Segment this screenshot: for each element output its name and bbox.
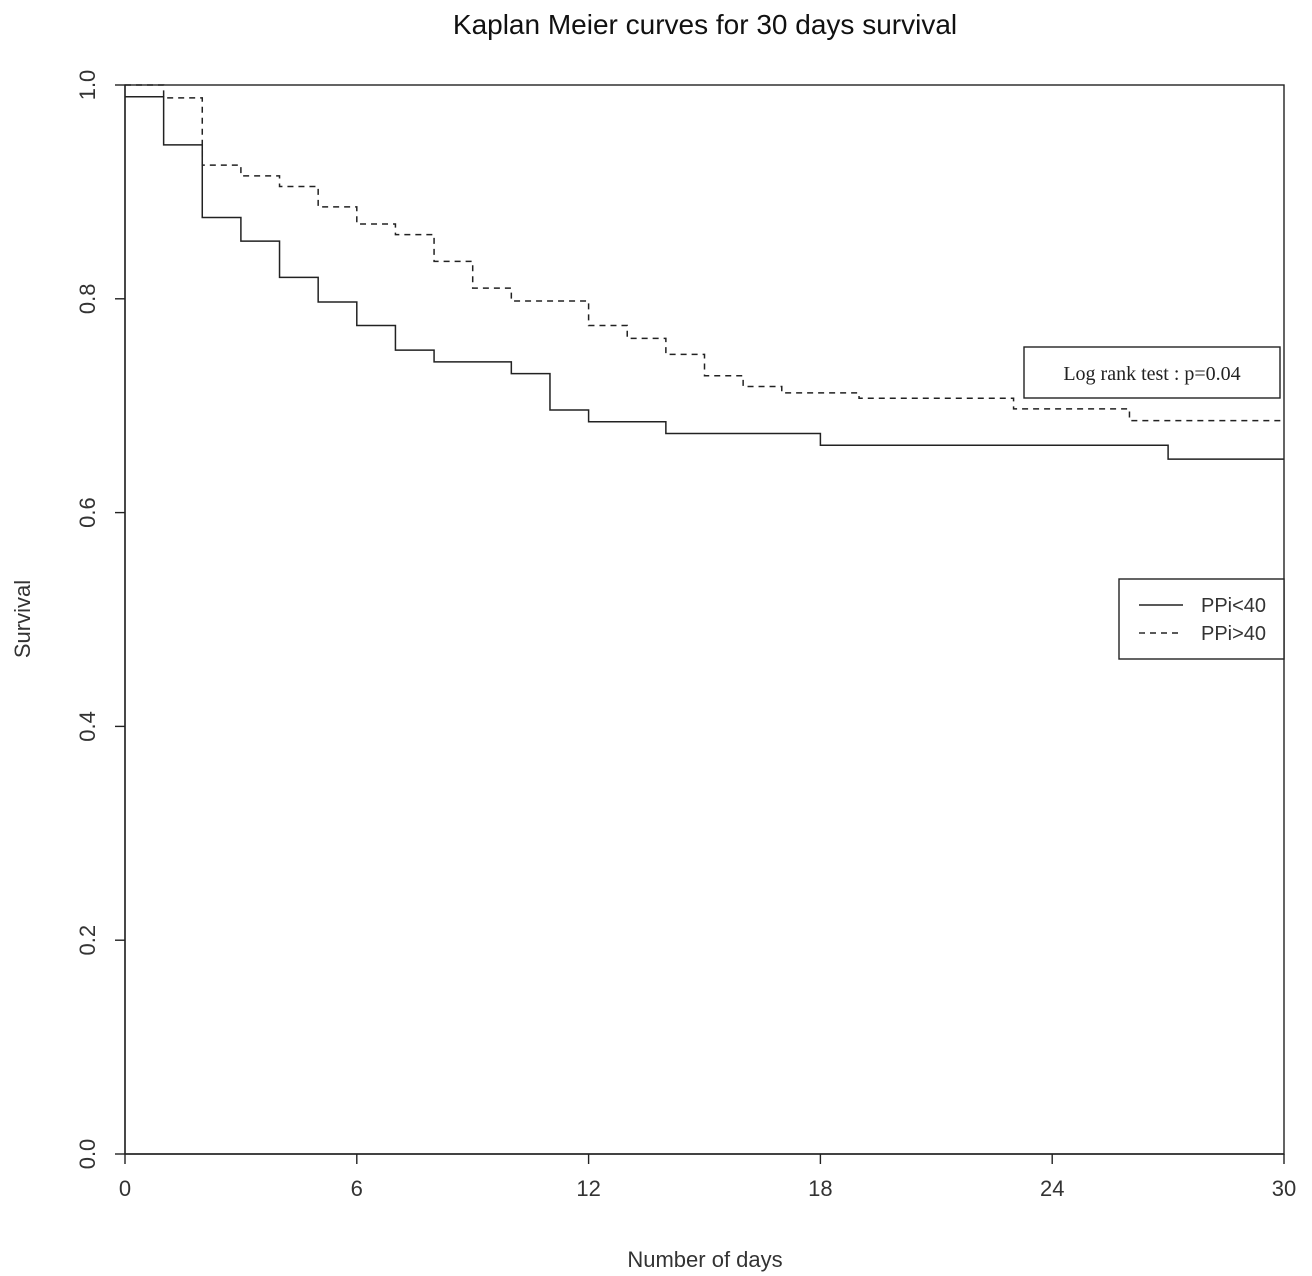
y-tick-label: 1.0 bbox=[75, 70, 100, 101]
y-tick-label: 0.0 bbox=[75, 1139, 100, 1170]
x-axis: 0 6 12 18 24 30 bbox=[119, 1153, 1296, 1201]
x-tick-label: 6 bbox=[351, 1176, 363, 1201]
legend-label-ppi-lt-40: PPi<40 bbox=[1201, 595, 1266, 617]
y-axis-label: Survival bbox=[10, 580, 35, 658]
legend-frame bbox=[1118, 578, 1285, 660]
series-line-solid bbox=[125, 96, 1284, 460]
y-tick-label: 0.6 bbox=[75, 497, 100, 528]
x-tick-label: 12 bbox=[576, 1176, 600, 1201]
legend: PPi<40 PPi>40 bbox=[1118, 578, 1285, 660]
series-line-dashed bbox=[125, 84, 1284, 422]
legend-label-ppi-gt-40: PPi>40 bbox=[1201, 623, 1266, 645]
annotation-frame bbox=[1023, 346, 1281, 399]
y-tick-label: 0.2 bbox=[75, 925, 100, 956]
x-tick-label: 24 bbox=[1040, 1176, 1064, 1201]
x-tick-label: 30 bbox=[1272, 1176, 1296, 1201]
annotation-box: Log rank test : p=0.04 bbox=[1023, 346, 1281, 399]
survival-curves bbox=[125, 84, 1284, 460]
x-tick-label: 0 bbox=[119, 1176, 131, 1201]
x-tick-label: 18 bbox=[808, 1176, 832, 1201]
chart-title: Kaplan Meier curves for 30 days survival bbox=[453, 9, 957, 40]
log-rank-annotation: Log rank test : p=0.04 bbox=[1063, 363, 1240, 385]
plot-frame bbox=[124, 84, 1285, 1155]
y-axis: 0.0 0.2 0.4 0.6 0.8 1.0 bbox=[75, 70, 126, 1170]
y-tick-label: 0.8 bbox=[75, 284, 100, 315]
y-tick-label: 0.4 bbox=[75, 711, 100, 742]
x-axis-label: Number of days bbox=[627, 1247, 782, 1272]
